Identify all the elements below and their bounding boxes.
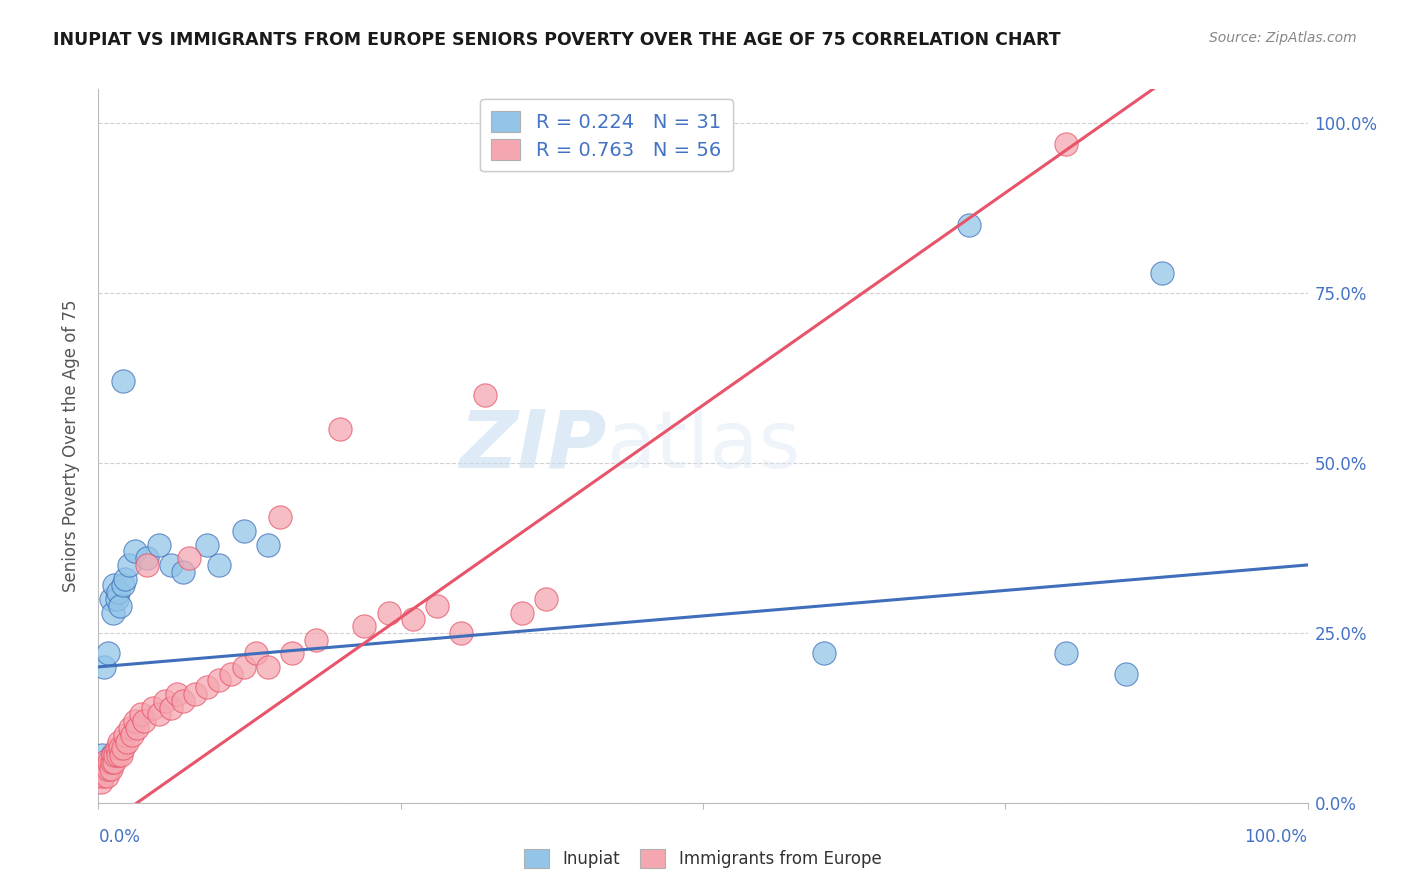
Text: 0.0%: 0.0%: [98, 828, 141, 846]
Text: 100.0%: 100.0%: [1244, 828, 1308, 846]
Point: [108, 599, 131, 613]
Text: atlas: atlas: [606, 407, 800, 485]
Point: [111, 375, 134, 389]
Point: [124, 714, 146, 729]
Point: [96, 769, 118, 783]
Point: [104, 748, 127, 763]
Point: [510, 606, 533, 620]
Point: [100, 762, 122, 776]
Point: [111, 578, 134, 592]
Point: [89, 769, 111, 783]
Point: [108, 734, 131, 748]
Point: [97, 646, 120, 660]
Text: ZIP: ZIP: [458, 407, 606, 485]
Point: [108, 741, 131, 756]
Point: [118, 721, 141, 735]
Point: [94, 762, 117, 776]
Point: [134, 714, 156, 729]
Point: [269, 510, 291, 524]
Point: [118, 558, 141, 572]
Point: [160, 558, 183, 572]
Point: [107, 748, 129, 763]
Point: [256, 660, 278, 674]
Point: [124, 544, 146, 558]
Point: [148, 537, 170, 551]
Point: [172, 565, 194, 579]
Point: [813, 646, 835, 660]
Point: [1054, 646, 1077, 660]
Point: [93, 755, 115, 769]
Point: [105, 741, 128, 756]
Point: [221, 666, 243, 681]
Point: [329, 422, 352, 436]
Point: [101, 748, 124, 763]
Point: [98, 755, 121, 769]
Point: [281, 646, 304, 660]
Point: [91, 748, 114, 763]
Point: [179, 551, 201, 566]
Point: [426, 599, 449, 613]
Point: [100, 748, 122, 763]
Point: [91, 762, 114, 776]
Point: [114, 572, 136, 586]
Point: [534, 591, 557, 606]
Legend: Inupiat, Immigrants from Europe: Inupiat, Immigrants from Europe: [517, 843, 889, 875]
Point: [91, 769, 114, 783]
Point: [232, 524, 254, 538]
Point: [1115, 666, 1137, 681]
Point: [103, 755, 125, 769]
Point: [208, 558, 231, 572]
Y-axis label: Seniors Poverty Over the Age of 75: Seniors Poverty Over the Age of 75: [62, 300, 80, 592]
Point: [245, 646, 267, 660]
Point: [100, 755, 122, 769]
Legend: R = 0.224   N = 31, R = 0.763   N = 56: R = 0.224 N = 31, R = 0.763 N = 56: [479, 99, 733, 171]
Point: [377, 606, 399, 620]
Point: [94, 755, 117, 769]
Point: [110, 748, 132, 763]
Text: Source: ZipAtlas.com: Source: ZipAtlas.com: [1209, 31, 1357, 45]
Point: [107, 585, 129, 599]
Point: [256, 537, 278, 551]
Point: [474, 388, 496, 402]
Point: [208, 673, 231, 688]
Point: [402, 612, 425, 626]
Point: [117, 734, 139, 748]
Point: [148, 707, 170, 722]
Point: [135, 558, 157, 572]
Point: [232, 660, 254, 674]
Point: [90, 775, 112, 789]
Point: [101, 606, 124, 620]
Point: [105, 591, 128, 606]
Point: [129, 707, 152, 722]
Point: [121, 728, 143, 742]
Point: [97, 762, 120, 776]
Point: [353, 619, 375, 633]
Point: [450, 626, 472, 640]
Point: [93, 660, 115, 674]
Point: [172, 694, 194, 708]
Point: [103, 578, 125, 592]
Point: [1152, 266, 1174, 280]
Point: [195, 537, 218, 551]
Point: [135, 551, 157, 566]
Point: [305, 632, 328, 647]
Point: [957, 218, 980, 232]
Point: [184, 687, 207, 701]
Point: [100, 591, 122, 606]
Point: [98, 762, 121, 776]
Point: [153, 694, 176, 708]
Point: [127, 721, 149, 735]
Point: [195, 680, 218, 694]
Point: [89, 762, 111, 776]
Point: [111, 741, 134, 756]
Point: [114, 728, 136, 742]
Point: [160, 700, 183, 714]
Point: [1054, 136, 1077, 151]
Text: INUPIAT VS IMMIGRANTS FROM EUROPE SENIORS POVERTY OVER THE AGE OF 75 CORRELATION: INUPIAT VS IMMIGRANTS FROM EUROPE SENIOR…: [53, 31, 1062, 49]
Point: [142, 700, 165, 714]
Point: [166, 687, 188, 701]
